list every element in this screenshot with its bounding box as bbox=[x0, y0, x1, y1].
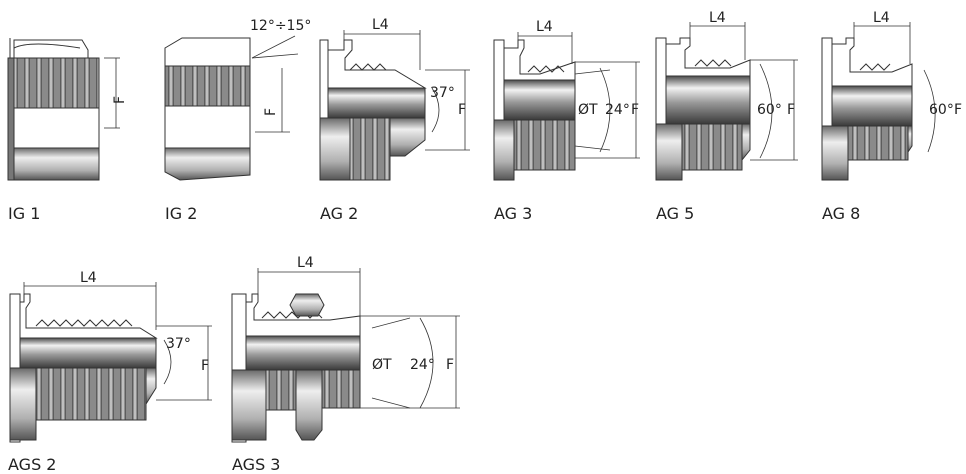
dim-label-f-ag8: F bbox=[954, 102, 962, 118]
caption-ag3: AG 3 bbox=[494, 204, 532, 223]
caption-ig1: IG 1 bbox=[8, 204, 40, 223]
fitting-ig1: F IG 1 bbox=[7, 38, 128, 223]
dim-label-f-ag5: F bbox=[787, 102, 795, 118]
dim-label-f-ags3: F bbox=[446, 357, 454, 373]
dim-label-l4-ags3: L4 bbox=[297, 255, 314, 271]
fitting-ag2: L4 F 37° AG 2 bbox=[319, 17, 470, 223]
dim-label-f-ag3: F bbox=[631, 102, 639, 118]
angle-label-ag5: 60° bbox=[757, 102, 782, 118]
angle-label-ag2: 37° bbox=[430, 85, 455, 101]
angle-label-ag8: 60° bbox=[929, 102, 954, 118]
fitting-ag5: L4 60° F AG 5 bbox=[655, 10, 798, 223]
caption-ag5: AG 5 bbox=[656, 204, 694, 223]
dim-label-f-ags2: F bbox=[201, 358, 209, 374]
fitting-ags3: L4 ØT 24° F AGS 3 bbox=[231, 255, 460, 474]
dim-label-l4-ag8: L4 bbox=[873, 10, 890, 26]
dim-label-l4-ag2: L4 bbox=[372, 17, 389, 33]
dim-label-f-ag2: F bbox=[458, 102, 466, 118]
fitting-ags2: L4 37° F AGS 2 bbox=[8, 270, 212, 474]
angle-label-ags2: 37° bbox=[166, 336, 191, 352]
angle-label-ag3: 24° bbox=[605, 102, 630, 118]
dim-label-l4-ag3: L4 bbox=[536, 19, 553, 35]
fitting-ag3: L4 ØT 24° F AG 3 bbox=[493, 19, 640, 223]
dim-label-l4-ag5: L4 bbox=[709, 10, 726, 26]
caption-ags3: AGS 3 bbox=[232, 455, 280, 474]
dia-label-ag3: ØT bbox=[578, 102, 598, 118]
fitting-ag8: L4 60° F AG 8 bbox=[821, 10, 962, 223]
dim-label-l4-ags2: L4 bbox=[80, 270, 97, 286]
dim-label-f-ig2: F bbox=[263, 108, 279, 116]
caption-ag8: AG 8 bbox=[822, 204, 860, 223]
dim-label-f: F bbox=[112, 96, 128, 104]
caption-ag2: AG 2 bbox=[320, 204, 358, 223]
angle-label-ags3: 24° bbox=[410, 357, 435, 373]
caption-ags2: AGS 2 bbox=[8, 455, 56, 474]
angle-label-ig2: 12°÷15° bbox=[250, 18, 311, 34]
fitting-ig2: 12°÷15° F IG 2 bbox=[164, 18, 311, 223]
caption-ig2: IG 2 bbox=[165, 204, 197, 223]
dia-label-ags3: ØT bbox=[372, 357, 392, 373]
